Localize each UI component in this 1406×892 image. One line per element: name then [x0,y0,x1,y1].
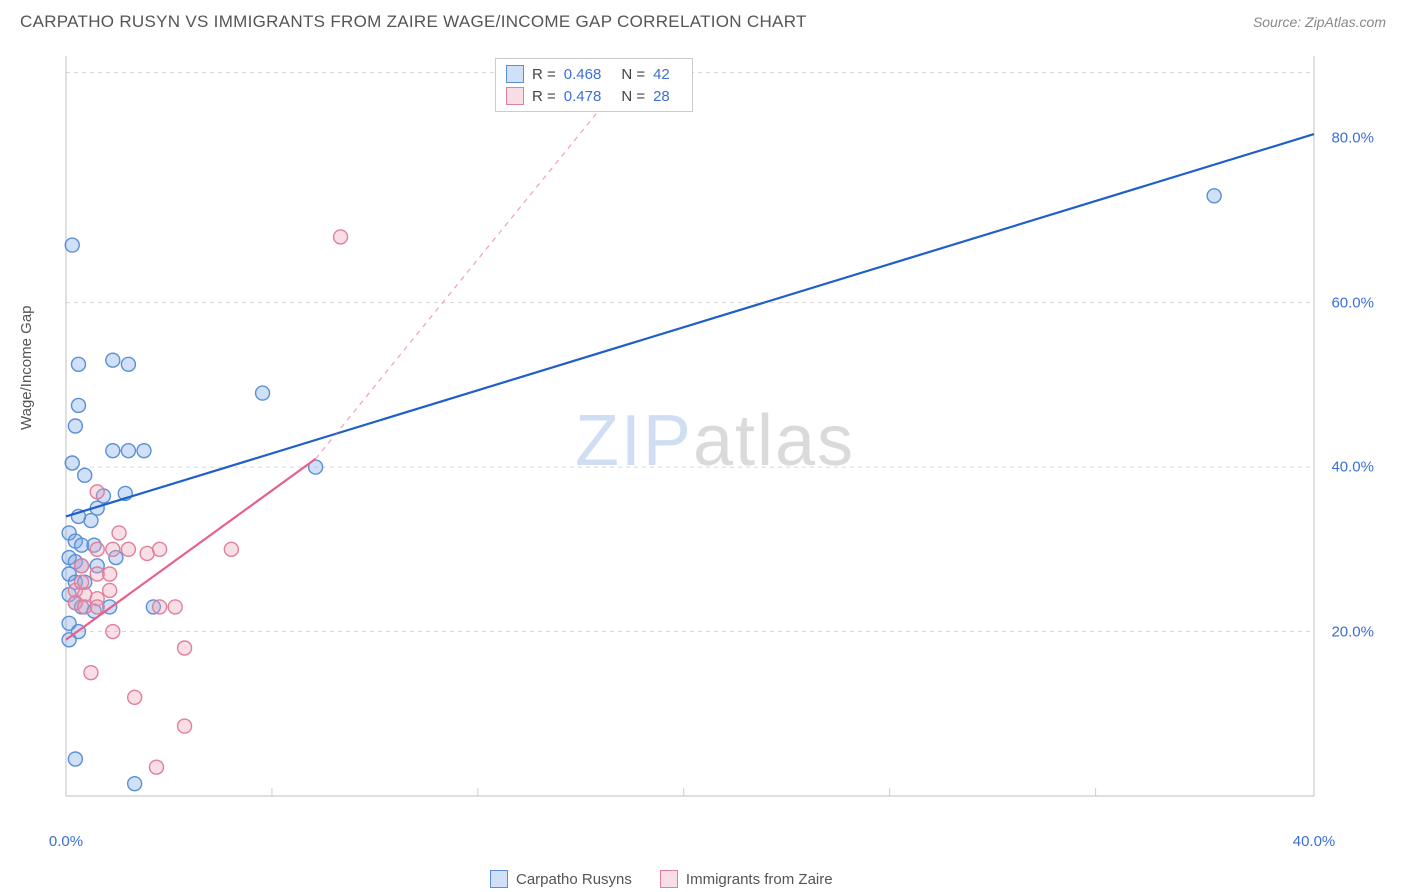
legend-label: Carpatho Rusyns [516,871,632,888]
legend-item-0: Carpatho Rusyns [490,870,632,888]
r-label: R = [532,88,556,105]
n-value: 28 [653,88,670,105]
swatch-icon [660,870,678,888]
legend-item-1: Immigrants from Zaire [660,870,833,888]
source-attribution: Source: ZipAtlas.com [1253,14,1386,30]
chart-title: CARPATHO RUSYN VS IMMIGRANTS FROM ZAIRE … [20,12,807,32]
legend-label: Immigrants from Zaire [686,871,833,888]
chart-area: ZIPatlas R = 0.468 N = 42 R = 0.478 N = … [60,56,1370,826]
bottom-legend: Carpatho Rusyns Immigrants from Zaire [490,870,833,888]
stats-legend: R = 0.468 N = 42 R = 0.478 N = 28 [495,58,693,112]
y-axis-label: Wage/Income Gap [18,305,35,430]
swatch-icon [506,65,524,83]
y-tick-label: 20.0% [1331,623,1374,640]
y-tick-label: 40.0% [1331,459,1374,476]
n-label: N = [621,66,645,83]
x-tick-label: 0.0% [49,833,83,850]
r-label: R = [532,66,556,83]
scatter-chart [60,56,1370,826]
n-value: 42 [653,66,670,83]
n-label: N = [621,88,645,105]
x-tick-label: 40.0% [1293,833,1336,850]
r-value: 0.478 [564,88,602,105]
stats-row-0: R = 0.468 N = 42 [506,63,682,85]
swatch-icon [506,87,524,105]
y-tick-label: 60.0% [1331,294,1374,311]
r-value: 0.468 [564,66,602,83]
header: CARPATHO RUSYN VS IMMIGRANTS FROM ZAIRE … [0,0,1406,40]
stats-row-1: R = 0.478 N = 28 [506,85,682,107]
y-tick-label: 80.0% [1331,130,1374,147]
swatch-icon [490,870,508,888]
